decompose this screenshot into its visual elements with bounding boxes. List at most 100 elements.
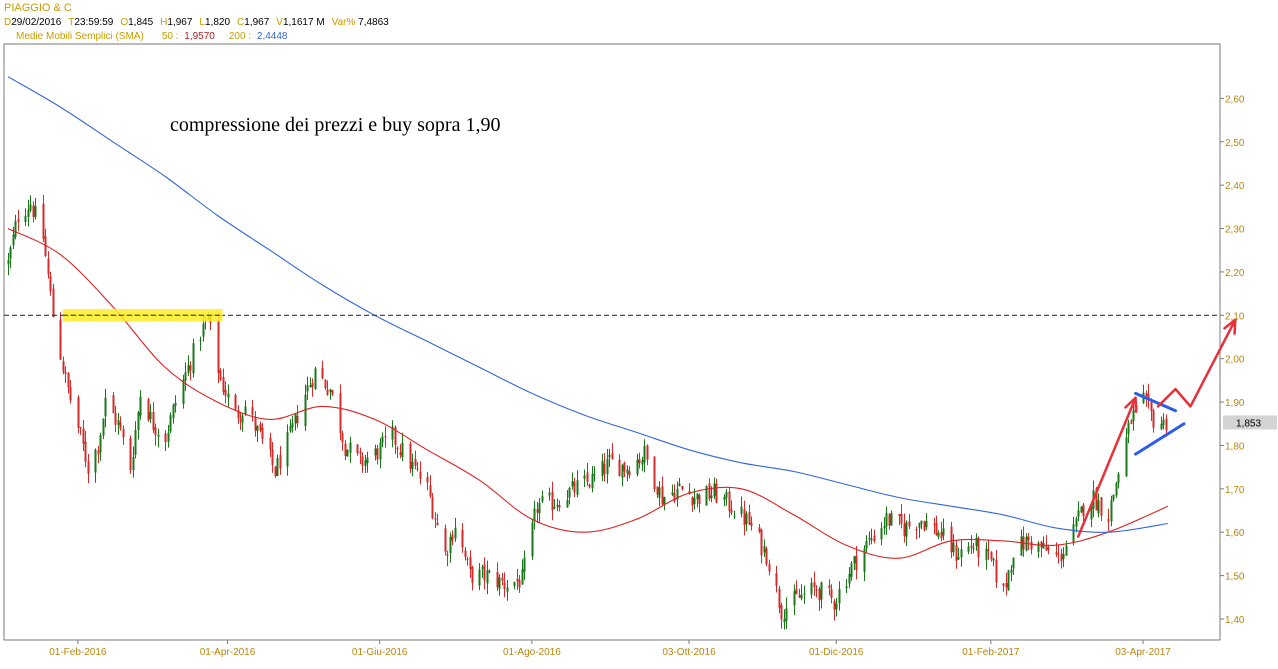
candle — [483, 557, 486, 590]
candle — [868, 531, 871, 546]
quote-row: D29/02/2016 T23:59:59 O1,845 H1,967 L1,820 C1… — [4, 17, 396, 28]
candle-body — [920, 520, 923, 524]
candle-body — [17, 219, 20, 222]
candle-body — [977, 538, 980, 558]
x-tick-label: 01-Apr-2016 — [200, 647, 256, 658]
candle-body — [538, 502, 541, 514]
candle-body — [618, 459, 621, 477]
candle-body — [134, 429, 137, 455]
candle-body — [259, 423, 262, 431]
triangle-upper-line — [1134, 391, 1178, 413]
candle — [1077, 501, 1080, 522]
candle — [29, 195, 32, 213]
candle-body — [436, 522, 439, 526]
candle — [94, 448, 97, 483]
candle — [940, 521, 943, 542]
candle — [813, 571, 816, 596]
candle — [59, 312, 62, 360]
candle-body — [830, 589, 833, 598]
candle-body — [780, 605, 783, 620]
candle — [576, 470, 579, 498]
candle-body — [82, 428, 85, 444]
candle-body — [1080, 506, 1083, 513]
candle-body — [970, 545, 973, 548]
candle — [957, 547, 960, 561]
candle — [950, 521, 953, 559]
candle-body — [416, 468, 419, 470]
candle — [663, 496, 666, 511]
candle — [778, 585, 781, 614]
candle — [646, 444, 649, 466]
candle-body — [952, 542, 955, 553]
candle-body — [628, 471, 631, 476]
candle-body — [728, 491, 731, 511]
candle-body — [119, 422, 122, 429]
candle-body — [903, 523, 906, 537]
candle-body — [219, 370, 222, 380]
annotations-layer: compressione dei prezzi e buy sopra 1,90 — [4, 114, 1237, 538]
candle-body — [531, 522, 534, 557]
candle — [112, 391, 115, 414]
candle-body — [62, 361, 65, 372]
candle-body — [122, 428, 125, 438]
y-tick-label: 2,00 — [1225, 355, 1245, 366]
candle-body — [967, 546, 970, 552]
candle — [379, 438, 382, 469]
candle-body — [955, 545, 958, 561]
candle — [129, 435, 132, 474]
candle-body — [184, 372, 187, 381]
candle — [636, 453, 639, 477]
candle — [830, 584, 833, 604]
candle — [513, 581, 516, 590]
candle — [69, 380, 72, 404]
candle-body — [516, 578, 519, 582]
candle — [626, 465, 629, 482]
candle — [276, 454, 279, 477]
candle — [785, 597, 788, 630]
candle-body — [800, 594, 803, 599]
candle-body — [112, 395, 115, 414]
candle — [429, 475, 432, 499]
candle — [172, 403, 175, 424]
candle — [174, 395, 177, 413]
candle-body — [47, 258, 50, 275]
candle — [1132, 404, 1135, 431]
candle-body — [149, 411, 152, 419]
candle-body — [1002, 583, 1005, 587]
candle-body — [888, 514, 891, 526]
candle-body — [1145, 393, 1148, 396]
candle-body — [803, 593, 806, 595]
candle-body — [294, 413, 297, 424]
candle — [279, 446, 282, 475]
candle — [1012, 557, 1015, 576]
x-tick-label: 01-Giu-2016 — [352, 647, 408, 658]
candle — [671, 484, 674, 497]
candle-body — [1037, 542, 1040, 552]
candle-body — [713, 483, 716, 497]
candle-body — [261, 427, 264, 439]
candle-body — [1152, 410, 1155, 428]
x-tick-label: 01-Ago-2016 — [503, 647, 561, 658]
candle — [743, 500, 746, 536]
candle — [523, 550, 526, 581]
candle-body — [708, 483, 711, 499]
candle — [835, 597, 838, 617]
candle-body — [276, 458, 279, 477]
candle — [818, 586, 821, 611]
candle — [498, 574, 501, 596]
candle-body — [775, 573, 778, 587]
candle — [970, 535, 973, 554]
candle-body — [566, 500, 569, 508]
candle-body — [99, 435, 102, 453]
candle — [1057, 544, 1060, 564]
candle — [623, 461, 626, 478]
candle — [538, 498, 541, 523]
candle — [745, 511, 748, 532]
candle — [1115, 481, 1118, 498]
candle-body — [1062, 553, 1065, 560]
candle — [923, 520, 926, 532]
candle-body — [853, 556, 856, 564]
candle-body — [314, 368, 317, 389]
candle — [1117, 471, 1120, 489]
